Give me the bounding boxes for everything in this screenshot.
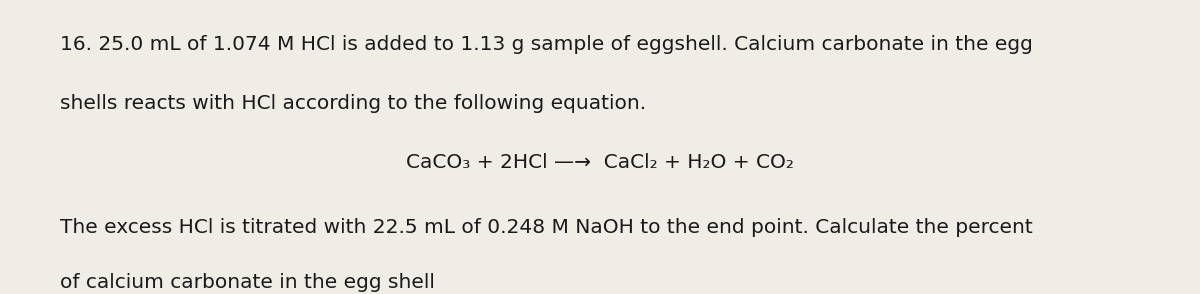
Text: shells reacts with HCl according to the following equation.: shells reacts with HCl according to the … (60, 94, 646, 113)
Text: of calcium carbonate in the egg shell: of calcium carbonate in the egg shell (60, 273, 434, 293)
Text: The excess HCl is titrated with 22.5 mL of 0.248 M NaOH to the end point. Calcul: The excess HCl is titrated with 22.5 mL … (60, 218, 1033, 237)
Text: CaCO₃ + 2HCl —→  CaCl₂ + H₂O + CO₂: CaCO₃ + 2HCl —→ CaCl₂ + H₂O + CO₂ (406, 153, 794, 172)
Text: 16. 25.0 mL of 1.074 M HCl is added to 1.13 g sample of eggshell. Calcium carbon: 16. 25.0 mL of 1.074 M HCl is added to 1… (60, 35, 1033, 54)
